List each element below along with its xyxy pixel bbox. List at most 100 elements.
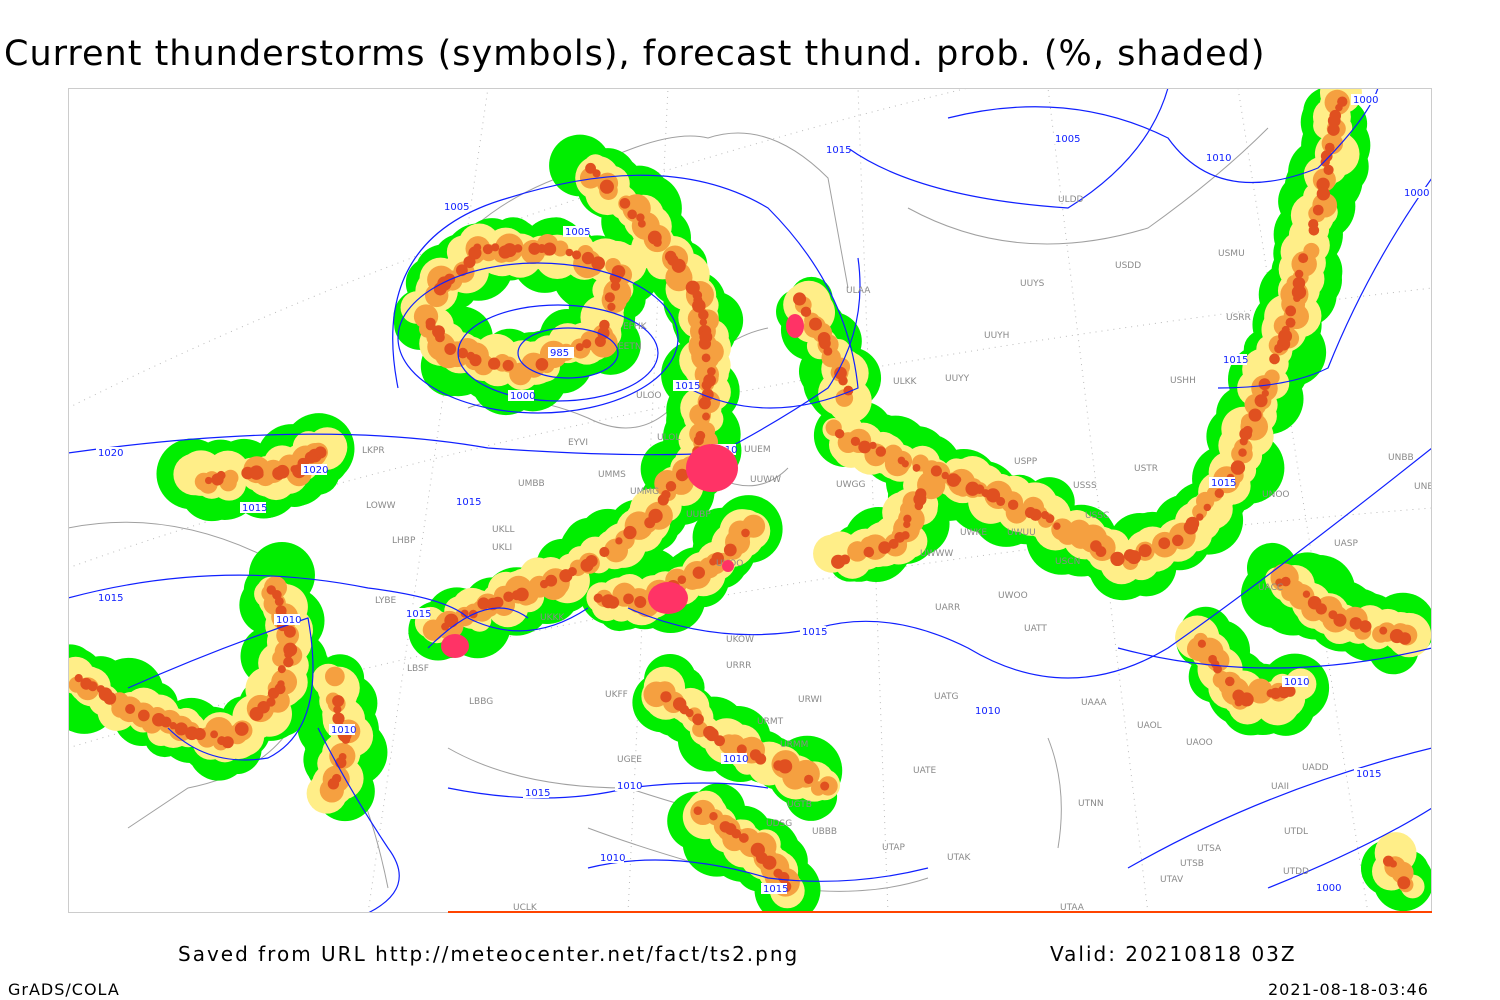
station-label: UWUU [1007, 528, 1036, 538]
station-label: UDSG [766, 819, 792, 829]
station-label: UKOW [726, 635, 754, 645]
probability-cell [1230, 460, 1246, 475]
probability-cell [965, 481, 980, 496]
isobar-label: 1010 [276, 615, 301, 626]
probability-cell [711, 552, 725, 565]
probability-cell [1196, 513, 1204, 521]
probability-cell [701, 353, 711, 363]
probability-cell [314, 446, 327, 459]
probability-cell [1284, 685, 1296, 697]
probability-cell [1238, 448, 1247, 457]
station-label: UTAV [1160, 875, 1184, 885]
probability-cell [277, 680, 285, 688]
isobar-label: 1005 [444, 202, 469, 213]
probability-cell [636, 213, 645, 222]
isobar-label: 1010 [331, 725, 356, 736]
station-label: ULOL [657, 433, 680, 443]
station-label: ULAA [846, 286, 871, 296]
probability-cell [1335, 103, 1343, 112]
station-label: UWKE [960, 528, 987, 538]
isobar-label-background [824, 144, 850, 155]
station-label: USRR [1226, 313, 1251, 323]
station-label: EFHK [623, 322, 648, 332]
probability-cell [1214, 488, 1224, 499]
station-label: UTDL [1284, 827, 1308, 837]
probability-cell [432, 325, 445, 339]
station-label: UWWW [920, 549, 953, 559]
probability-cell [491, 243, 500, 252]
isobar-label-background [274, 614, 300, 625]
probability-cell [335, 757, 347, 769]
probability-cell [1239, 692, 1254, 707]
station-label: UBBB [812, 827, 837, 837]
probability-cell [599, 546, 610, 558]
isobar-label: 1020 [303, 465, 328, 476]
isobar-label: 1005 [1055, 134, 1080, 145]
station-label: UUYH [984, 331, 1009, 341]
probability-cell [677, 575, 687, 584]
probability-cell [571, 250, 582, 260]
probability-cell [619, 197, 631, 209]
probability-cell [762, 855, 777, 870]
probability-cell [266, 585, 276, 595]
probability-cell [275, 605, 287, 617]
probability-cell [1274, 343, 1284, 354]
probability-cell [1172, 534, 1184, 547]
probability-cell [946, 473, 961, 487]
probability-cell [777, 759, 793, 774]
isobar-label-background [563, 226, 589, 237]
isobar-label: 1015 [802, 627, 827, 638]
isobar-label-background [1282, 676, 1308, 687]
probability-cell [425, 317, 436, 328]
station-label: UASP [1334, 539, 1358, 549]
isobar-label-background [454, 496, 480, 507]
station-label: UATG [934, 692, 959, 702]
software-credit: GrADS/COLA [8, 980, 120, 999]
probability-cell [838, 376, 848, 386]
isobar-label: 1000 [510, 391, 535, 402]
probability-cell [580, 558, 594, 572]
probability-cell [839, 554, 851, 565]
probability-cell [665, 481, 677, 492]
probability-cell [1294, 269, 1304, 279]
probability-cell [915, 488, 927, 500]
valid-time: Valid: 20210818 03Z [1050, 942, 1297, 966]
isobar-label-background [1204, 152, 1230, 163]
station-label: UADD [1302, 763, 1329, 773]
probability-cell [204, 476, 213, 485]
probability-cell [1239, 437, 1248, 446]
probability-cell [275, 464, 290, 479]
isobar-label-background [1354, 768, 1380, 779]
probability-cell [160, 716, 172, 728]
probability-cell [804, 774, 814, 785]
lat-lon-grid [68, 88, 1432, 913]
probability-cell [863, 546, 875, 558]
station-label: URWI [798, 695, 822, 705]
probability-cell [1327, 114, 1341, 128]
station-label: UUWW [750, 475, 781, 485]
probability-cell [1397, 876, 1411, 890]
probability-cell [477, 597, 490, 610]
probability-cell [878, 541, 891, 554]
probability-cell [473, 243, 482, 252]
station-label: UUYY [945, 374, 970, 384]
probability-cell [1183, 520, 1199, 535]
probability-cell [422, 619, 445, 641]
isobar-label: 1020 [98, 448, 123, 459]
isobar-label-background [1402, 187, 1428, 198]
station-label: USMU [1218, 249, 1245, 259]
probability-cell [1302, 590, 1311, 598]
probability-cell [701, 379, 712, 391]
thunderstorm-symbols [441, 314, 804, 658]
probability-cell [610, 281, 621, 291]
probability-cell [174, 722, 188, 736]
probability-cell [698, 397, 711, 410]
probability-cell [565, 248, 574, 257]
probability-cell [702, 412, 710, 421]
probability-cell [858, 440, 872, 454]
isobar-label: 1010 [1284, 677, 1309, 688]
probability-cell [216, 470, 226, 480]
station-label: USHH [1170, 376, 1196, 386]
probability-cell [1327, 123, 1340, 136]
isobar-label: 1015 [406, 609, 431, 620]
